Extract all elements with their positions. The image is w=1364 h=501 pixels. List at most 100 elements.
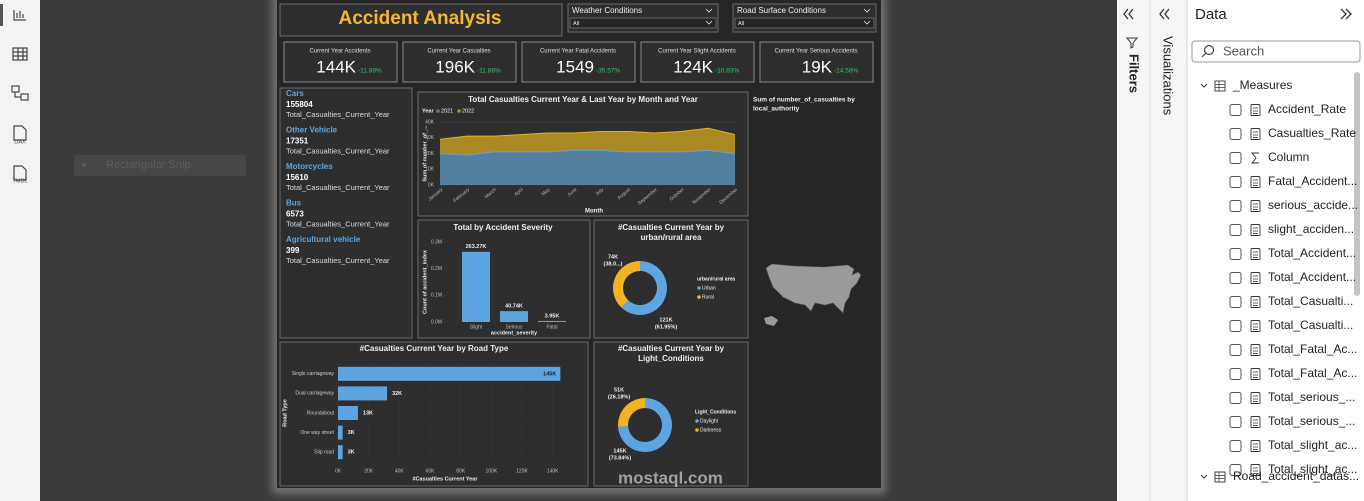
y-tick-label: One way street [300,430,334,436]
bar[interactable] [538,320,566,322]
y-tick-label: 30K [425,135,435,141]
bar[interactable] [338,386,388,401]
table-icon [1214,80,1226,92]
vehicle-measure: Total_Casualties_Current_Year [286,110,390,119]
slicer-dropdown[interactable] [734,17,875,29]
measure-icon [1250,224,1261,236]
measure-icon-keys [1253,131,1258,138]
expand-chevron[interactable] [1200,474,1208,479]
bar[interactable] [500,311,528,322]
measure-icon [1250,248,1261,260]
y-tick-label: 0.0M [431,319,442,325]
legend-marker [457,109,461,113]
table-grid [13,48,27,60]
search-placeholder[interactable]: Search [1223,43,1264,58]
scrollbar[interactable] [1354,72,1360,296]
collapse-viz[interactable] [1159,8,1170,20]
field-checkbox[interactable] [1229,104,1242,116]
field-checkbox[interactable] [1229,344,1242,356]
bar[interactable] [338,366,561,381]
donut-slice[interactable] [618,398,645,427]
donut-slice[interactable] [621,261,668,316]
kpi-label: Current Year Fatal Accidents [540,49,616,55]
expand-chevron[interactable] [1200,83,1208,88]
measure-icon [1250,464,1261,476]
area[interactable] [440,150,735,185]
field-checkbox[interactable] [1229,176,1242,188]
bar[interactable] [338,406,358,420]
measure-icon-keys [1253,227,1258,234]
table-name: _Measures [1232,78,1292,92]
search-icon [1203,44,1215,56]
x-tick-label: 140K [547,468,559,474]
field-checkbox[interactable] [1229,128,1242,140]
x-tick-label: Fatal [546,324,557,330]
data-pane-title: Data [1195,6,1227,23]
field-name: Total_serious_... [1268,414,1355,428]
field-checkbox[interactable] [1229,464,1242,476]
field-checkbox[interactable] [1229,320,1242,332]
filters-pane-title[interactable]: Filters [1127,54,1142,93]
dropdown-chevron [863,20,871,25]
field-name: Total_Accident... [1268,246,1356,260]
slicer-label: Weather Conditions [572,6,642,15]
table-view-icon[interactable] [12,47,28,61]
measure-icon [1250,320,1261,332]
field-checkbox[interactable] [1229,392,1242,404]
y-tick-label: Roundabout [307,410,335,416]
dax-icon[interactable] [13,125,27,141]
donut-slice[interactable] [613,261,640,308]
search-box[interactable] [1191,40,1361,63]
slicer-dropdown[interactable] [569,17,717,29]
field-checkbox[interactable] [1229,296,1242,308]
dropdown-chevron [863,8,871,13]
watermark: mostaql.com [618,468,723,487]
kpi-label: Current Year Accidents [309,49,370,55]
bar[interactable] [338,425,343,440]
vehicle-name: Cars [286,89,304,98]
legend-label: Rural [702,294,714,300]
map-title: Sum of number_of_casualties by [753,97,855,104]
field-checkbox[interactable] [1229,416,1242,428]
y-axis-title: Count of accident_index [422,249,428,314]
field-checkbox[interactable] [1229,368,1242,380]
table-icon-grid [1215,81,1225,91]
kpi-card [283,41,398,83]
field-checkbox[interactable] [1229,440,1242,452]
vehicle-value: 17351 [286,137,309,146]
field-checkbox[interactable] [1229,200,1242,212]
data-label-bg [344,448,363,457]
legend-label: Darkness [700,427,722,433]
report-view-icon[interactable] [13,10,26,21]
sidebar-label: TMDL [13,178,28,184]
kpi-change: -35.57% [596,68,620,75]
us-map[interactable] [765,263,862,314]
active-indicator [0,4,3,26]
bar[interactable] [462,251,490,322]
tmdl-icon[interactable] [13,165,27,181]
field-checkbox[interactable] [1229,152,1242,164]
y-axis-title: Road Type [282,399,288,427]
x-tick-label: 120K [516,468,528,474]
vehicle-name: Motorcycles [286,162,333,171]
measure-icon-keys [1253,347,1258,354]
vehicle-measure: Total_Casualties_Current_Year [286,219,390,228]
bar[interactable] [338,445,343,460]
x-axis-title: #Casualties Current Year [412,476,478,482]
field-checkbox[interactable] [1229,248,1242,260]
alaska [764,316,778,326]
field-checkbox[interactable] [1229,272,1242,284]
x-tick-label: June [566,187,578,198]
data-label: 145K [613,448,626,454]
measure-icon [1250,344,1261,356]
donut-slice[interactable] [618,398,672,453]
x-tick-label: 100K [485,468,497,474]
visualizations-pane-title[interactable]: Visualizations [1161,36,1176,116]
collapse-data[interactable] [1340,8,1352,20]
field-checkbox[interactable] [1229,224,1242,236]
report-title: Accident Analysis [339,8,502,29]
kpi-card [402,41,517,83]
x-tick-label: Serious [506,324,523,330]
collapse-filters[interactable] [1123,8,1134,20]
